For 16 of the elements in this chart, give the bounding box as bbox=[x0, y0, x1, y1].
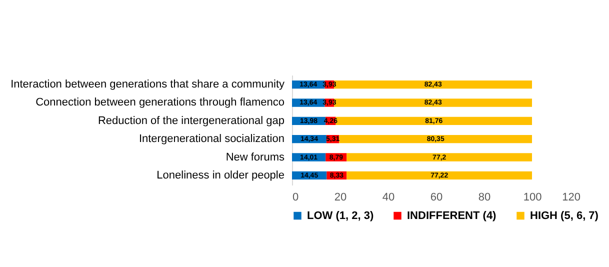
y-tick-label: New forums bbox=[226, 151, 285, 164]
y-tick-label: Intergenerational socialization bbox=[138, 133, 284, 146]
x-tick-label: 120 bbox=[562, 192, 580, 204]
legend-label: INDIFFERENT (4) bbox=[407, 210, 497, 222]
legend-label: HIGH (5, 6, 7) bbox=[530, 210, 599, 222]
y-tick-label: Interaction between generations that share a community bbox=[10, 78, 285, 91]
legend-label: LOW (1, 2, 3) bbox=[307, 210, 374, 222]
x-tick-label: 20 bbox=[334, 192, 347, 204]
x-tick-label: 0 bbox=[292, 192, 299, 204]
y-tick-label: Loneliness in older people bbox=[156, 169, 284, 182]
x-tick-label: 40 bbox=[382, 192, 395, 204]
y-tick-label: Connection between generations through flamenco bbox=[36, 96, 284, 109]
x-tick-label: 80 bbox=[478, 192, 491, 204]
x-tick-label: 60 bbox=[430, 192, 443, 204]
y-tick-label: Reduction of the intergenerational gap bbox=[98, 114, 284, 127]
x-tick-label: 100 bbox=[523, 192, 542, 204]
